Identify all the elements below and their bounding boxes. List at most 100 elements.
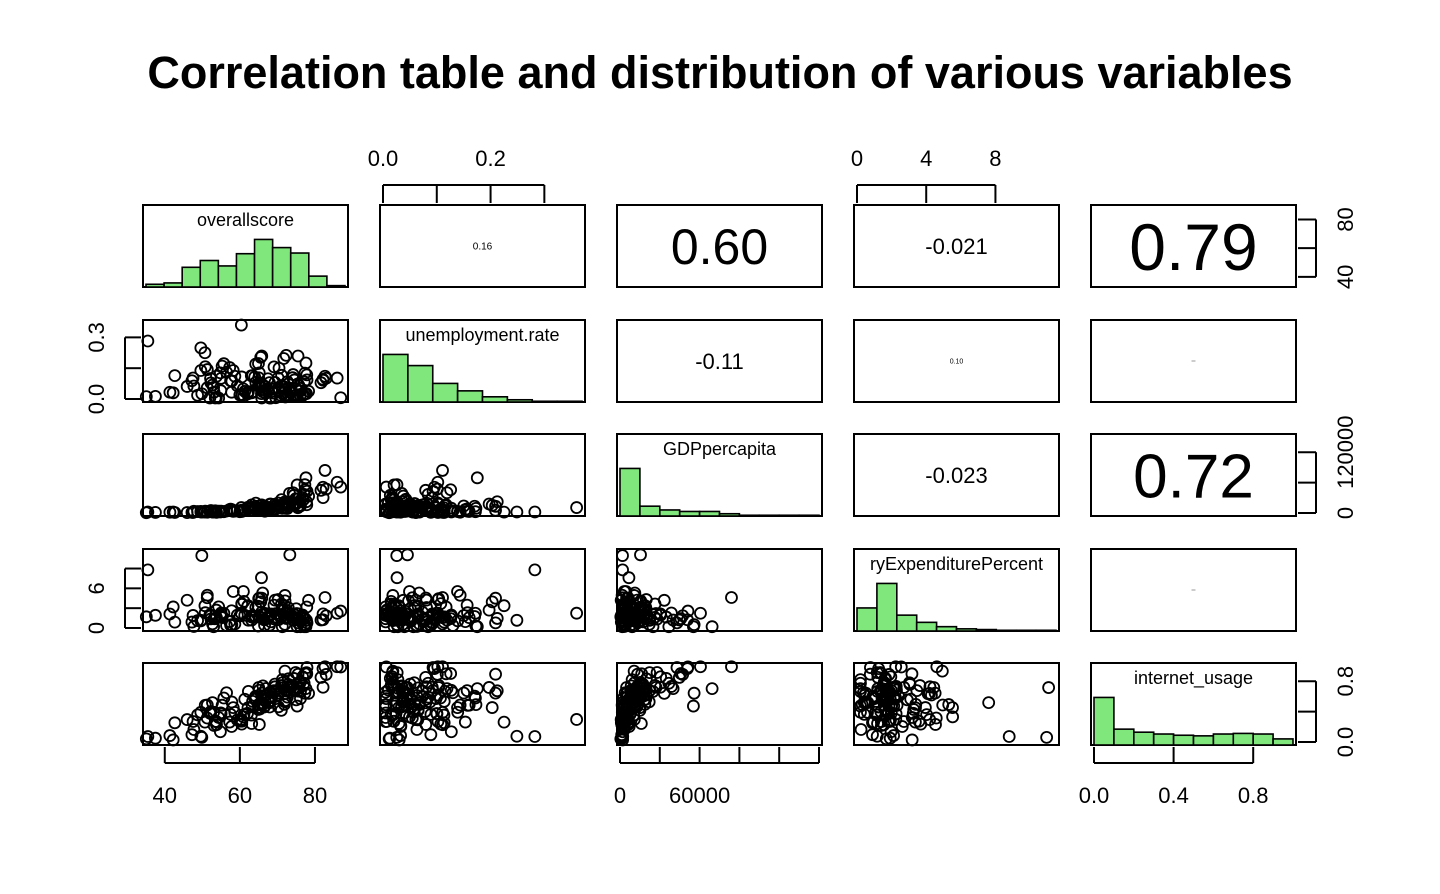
scatter-point (662, 620, 676, 634)
tick-label: 0.2 (475, 146, 506, 171)
scatter-panel-ryexpenditurepercent-vs-overallscore (139, 548, 348, 634)
scatter-point (444, 609, 458, 623)
scatter-point (394, 719, 408, 732)
scatter-point (687, 686, 701, 700)
axis-right-overallscore: 40 80 (1298, 207, 1358, 289)
scatter-point (616, 549, 629, 562)
tick-label: 0 (84, 622, 109, 634)
scatter-point (316, 680, 330, 694)
scatter-point (252, 718, 266, 731)
scatter-point (389, 600, 403, 613)
histogram-bar (217, 265, 238, 288)
scatter-point (430, 668, 444, 681)
scatter-point (403, 693, 417, 707)
scatter-point (185, 505, 199, 519)
scatter-point (872, 700, 885, 714)
tick-label: 0.0 (84, 384, 109, 415)
variable-label-overallscore: overallscore (197, 210, 294, 230)
scatter-point (622, 571, 636, 585)
scatter-point (416, 689, 429, 703)
scatter-panel-internet-usage-vs-gdppercapita (614, 660, 738, 747)
axis-top-unemployment-rate: 0.0 0.2 (368, 146, 546, 203)
scatter-point (255, 377, 269, 391)
scatter-point (241, 600, 254, 613)
scatter-point (255, 605, 269, 619)
histogram-internet-usage (1093, 696, 1294, 746)
scatter-point (234, 318, 248, 332)
scatter-point (390, 549, 404, 562)
scatter-point (330, 475, 344, 489)
scatter-point (252, 357, 265, 370)
scatter-point (139, 506, 153, 520)
scatter-point (241, 387, 254, 401)
scatter-point (390, 618, 404, 631)
panel-frame-2-3 (853, 433, 1060, 517)
correlation-label-2-4: 0.72 (1133, 442, 1254, 511)
scatter-point (705, 620, 719, 634)
variable-label-internet-usage: internet_usage (1134, 668, 1253, 689)
tick-label: 6 (84, 582, 109, 594)
panel-frame-0-2 (616, 204, 823, 288)
scatter-point (200, 363, 214, 376)
histogram-bar (678, 510, 701, 517)
scatter-point (403, 497, 417, 511)
scatter-point (319, 668, 333, 681)
scatter-point (168, 716, 182, 730)
scatter-point (195, 387, 209, 401)
scatter-point (643, 666, 657, 679)
scatter-point (300, 666, 313, 679)
scatter-panel-gdppercapita-vs-overallscore (139, 464, 348, 520)
histogram-bar (1113, 728, 1135, 746)
scatter-point (279, 495, 293, 509)
scatter-point (255, 498, 269, 512)
scatter-point (617, 708, 631, 722)
scatter-point (191, 505, 204, 518)
scatter-point (928, 686, 942, 700)
scatter-point (470, 471, 484, 485)
histogram-bar (876, 582, 898, 632)
scatter-point (252, 592, 266, 606)
scatter-point (279, 612, 293, 625)
scatter-point (570, 713, 584, 726)
scatter-point (482, 497, 496, 511)
histogram-bar (382, 353, 409, 403)
scatter-point (854, 676, 867, 690)
scatter-point (617, 614, 631, 627)
scatter-point (982, 696, 996, 709)
histogram-bar (738, 514, 761, 517)
panel-frame-3-4 (1090, 548, 1297, 632)
tick-label: 80 (303, 783, 327, 808)
correlation-label-2-3: -0.023 (925, 463, 987, 488)
scatter-point (411, 703, 425, 717)
scatter-point (403, 585, 416, 598)
scatter-point (235, 714, 249, 728)
histogram-bar (407, 364, 434, 403)
histogram-bar (856, 607, 878, 632)
scatter-point (453, 588, 467, 602)
scatter-point (149, 731, 162, 745)
variable-label-ryexpenditurepercent: ryExpenditurePercent (870, 554, 1043, 574)
scatter-point (855, 698, 869, 712)
histogram-bar (718, 512, 741, 517)
axis-bottom-gdppercapita: 0 60000 (614, 747, 820, 808)
scatter-point (293, 676, 307, 689)
scatter-point (469, 619, 483, 633)
scatter-point (497, 715, 511, 729)
panel-frame-3-0 (142, 548, 349, 632)
scatter-point (279, 348, 293, 362)
scatter-point (469, 501, 483, 515)
tick-label: 0.8 (1238, 783, 1269, 808)
scatter-point (894, 660, 908, 674)
tick-label: 0.0 (1333, 727, 1358, 758)
scatter-point (224, 618, 238, 632)
scatter-point (289, 693, 303, 707)
scatter-point (867, 715, 881, 729)
scatter-point (615, 615, 629, 629)
scatter-point (386, 708, 400, 722)
scatter-point (444, 683, 458, 697)
scatter-point (419, 671, 433, 684)
histogram-bar (1272, 738, 1294, 746)
scatter-point (634, 548, 647, 562)
tick-label: 0.4 (1158, 783, 1189, 808)
scatter-point (166, 505, 180, 519)
